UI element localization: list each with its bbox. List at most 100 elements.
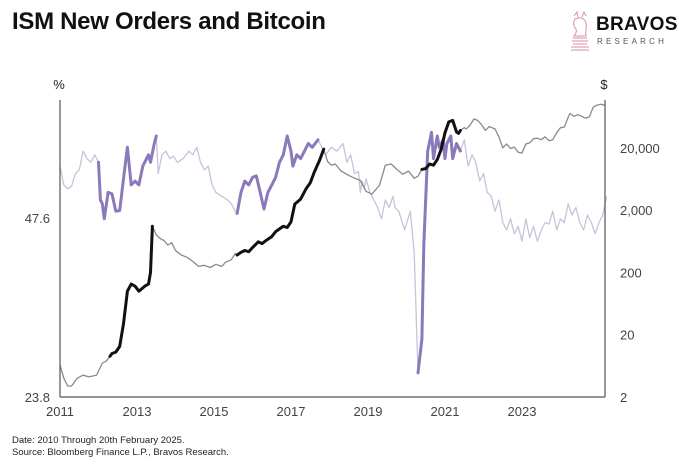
bitcoin-point: [221, 266, 222, 267]
ism-new-orders-point: [423, 245, 424, 246]
bitcoin-point: [123, 323, 124, 324]
ism-new-orders-point: [337, 151, 338, 152]
bitcoin-point: [414, 178, 415, 179]
source-note: Source: Bloomberg Finance L.P., Bravos R…: [12, 447, 229, 458]
ism-new-orders-point: [227, 199, 228, 200]
bitcoin-point: [290, 221, 291, 222]
ism-new-orders-point: [537, 241, 538, 242]
ism-new-orders-point: [86, 158, 87, 159]
ism-new-orders-point: [252, 177, 253, 178]
ism-new-orders-point: [471, 154, 472, 155]
ism-new-orders-point: [518, 226, 519, 227]
ism-new-orders-point: [439, 147, 440, 148]
ism-new-orders-point: [362, 181, 363, 182]
ism-new-orders-point: [510, 218, 511, 219]
bitcoin-point: [340, 170, 341, 171]
ism-new-orders-point: [231, 203, 232, 204]
bitcoin-point: [215, 264, 216, 265]
ism-new-orders-point: [256, 175, 257, 176]
bitcoin-point: [150, 272, 151, 273]
bitcoin-point: [529, 142, 530, 143]
ism-new-orders-point: [271, 184, 272, 185]
bitcoin-point: [258, 241, 259, 242]
bitcoin-point: [417, 176, 418, 177]
ism-new-orders-point: [296, 154, 297, 155]
bitcoin-point: [231, 259, 232, 260]
left-tick-label: 23.8: [25, 390, 50, 405]
ism-new-orders-point: [394, 207, 395, 208]
ism-new-orders-highlight-segment: [97, 134, 158, 221]
ism-new-orders-point: [108, 192, 109, 193]
ism-new-orders-point: [331, 147, 332, 148]
bitcoin-point: [119, 346, 120, 347]
bitcoin-point: [127, 291, 128, 292]
ism-new-orders-point: [506, 229, 507, 230]
bitcoin-point: [585, 118, 586, 119]
right-axis-unit: $: [600, 77, 608, 92]
bitcoin-point: [460, 130, 461, 131]
bitcoin-point: [408, 170, 409, 171]
bitcoin-point: [335, 163, 336, 164]
ism-new-orders-point: [389, 207, 390, 208]
bitcoin-point: [106, 361, 107, 362]
bitcoin-point: [314, 172, 315, 173]
ism-new-orders-point: [165, 151, 166, 152]
ism-new-orders-point: [410, 211, 411, 212]
x-tick-label: 2013: [123, 404, 152, 419]
bitcoin-point: [77, 378, 78, 379]
brand-name: BRAVOS: [596, 14, 678, 35]
bitcoin-point: [437, 159, 438, 160]
bitcoin-point: [537, 138, 538, 139]
ism-new-orders-point: [125, 162, 126, 163]
bitcoin-point: [441, 149, 442, 150]
ism-new-orders-point: [346, 162, 347, 163]
bitcoin-point: [514, 147, 515, 148]
ism-new-orders-point: [183, 158, 184, 159]
bitcoin-highlight-segment: [108, 224, 154, 358]
ism-new-orders-point: [173, 156, 174, 157]
bitcoin-point: [240, 252, 241, 253]
bitcoin-point: [63, 378, 64, 379]
bitcoin-point: [262, 243, 263, 244]
bitcoin-point: [181, 254, 182, 255]
ism-new-orders-point: [204, 169, 205, 170]
ism-new-orders-point: [304, 151, 305, 152]
ism-new-orders-point: [494, 211, 495, 212]
ism-new-orders-point: [279, 162, 280, 163]
bitcoin-point: [469, 125, 470, 126]
bitcoin-point: [568, 117, 569, 118]
bitcoin-point: [498, 136, 499, 137]
bitcoin-point: [348, 175, 349, 176]
ism-new-orders-point: [392, 196, 393, 197]
ism-new-orders-point: [79, 169, 80, 170]
ism-new-orders-point: [446, 143, 447, 144]
ism-new-orders-point: [300, 158, 301, 159]
bitcoin-point: [485, 130, 486, 131]
bitcoin-point: [294, 204, 295, 205]
bitcoin-point: [235, 253, 236, 254]
ism-new-orders-point: [373, 199, 374, 200]
x-tick-label: 2017: [277, 404, 306, 419]
bitcoin-point: [167, 244, 168, 245]
bitcoin-point: [192, 261, 193, 262]
x-tick-label: 2021: [431, 404, 460, 419]
ism-new-orders-point: [244, 181, 245, 182]
bitcoin-point: [271, 236, 272, 237]
ism-new-orders-point: [292, 166, 293, 167]
bitcoin-point: [152, 226, 153, 227]
ism-new-orders-point: [502, 222, 503, 223]
ism-new-orders-highlight-segment: [235, 134, 320, 215]
bitcoin-point: [204, 265, 205, 266]
ism-new-orders-point: [456, 143, 457, 144]
ism-new-orders-point: [475, 162, 476, 163]
ism-new-orders-point: [221, 196, 222, 197]
ism-new-orders-point: [350, 154, 351, 155]
ism-new-orders-point: [260, 192, 261, 193]
ism-new-orders-highlight-segment: [416, 130, 462, 375]
bitcoin-point: [458, 133, 459, 134]
ism-new-orders-point: [452, 158, 453, 159]
left-tick-label: 47.6: [25, 211, 50, 226]
bitcoin-point: [452, 120, 453, 121]
bitcoin-point: [252, 247, 253, 248]
